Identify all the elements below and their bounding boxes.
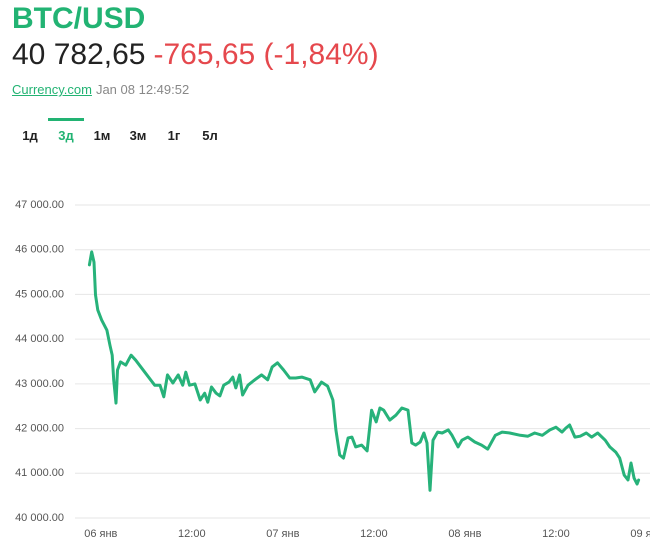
y-tick-label: 40 000.00 <box>15 512 64 524</box>
meta: Currency.com Jan 08 12:49:52 <box>12 82 189 97</box>
y-tick-label: 46 000.00 <box>15 244 64 256</box>
range-tabs: 1д 3д 1м 3м 1г 5л <box>12 118 228 154</box>
y-tick-label: 44 000.00 <box>15 333 64 345</box>
x-tick-label: 08 янв <box>448 528 481 540</box>
price-line: 40 782,65 -765,65 (-1,84%) <box>12 38 379 72</box>
range-tab[interactable]: 3д <box>48 118 84 154</box>
y-tick-label: 41 000.00 <box>15 467 64 479</box>
timestamp: Jan 08 12:49:52 <box>95 82 190 97</box>
source-link[interactable]: Currency.com <box>12 82 92 97</box>
y-tick-label: 47 000.00 <box>15 199 64 211</box>
range-tab[interactable]: 1г <box>167 128 181 143</box>
y-tick-label: 45 000.00 <box>15 288 64 300</box>
change: -765,65 (-1,84%) <box>153 38 379 71</box>
title: BTC/USD <box>12 2 146 35</box>
x-tick-label: 12:00 <box>178 528 206 540</box>
x-tick-label: 12:00 <box>360 528 388 540</box>
y-tick-label: 43 000.00 <box>15 378 64 390</box>
price-line <box>87 250 641 492</box>
x-tick-label: 09 янв <box>630 528 650 540</box>
range-tab[interactable]: 1м <box>93 128 111 143</box>
x-tick-label: 06 янв <box>84 528 117 540</box>
range-tab[interactable]: 5л <box>202 128 218 143</box>
x-tick-label: 12:00 <box>542 528 570 540</box>
price: 40 782,65 <box>12 38 146 71</box>
y-tick-label: 42 000.00 <box>15 422 64 434</box>
range-tab[interactable]: 1д <box>22 128 38 143</box>
x-tick-label: 07 янв <box>266 528 299 540</box>
range-tab[interactable]: 3м <box>129 128 147 143</box>
